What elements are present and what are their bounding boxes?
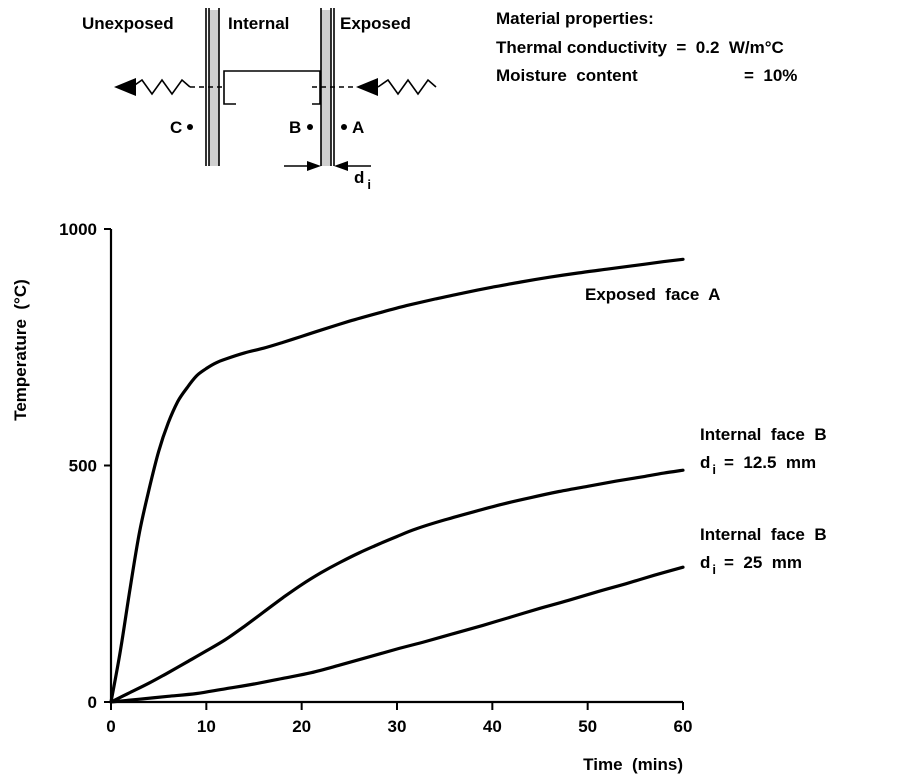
left-lining-fill (209, 10, 219, 166)
right-lining-fill (321, 10, 331, 166)
series-label-line: Exposed face A (585, 285, 720, 304)
series-label-subscript: i (712, 462, 716, 477)
x-tick-label: 40 (483, 717, 502, 736)
y-axis-label: Temperature (°C) (11, 279, 30, 421)
series-lines (109, 257, 685, 704)
series-label-line: Internal face B (700, 525, 827, 544)
series-label-value: = 12.5 mm (724, 453, 816, 472)
series-label-subscript: i (712, 562, 716, 577)
zone-label-internal: Internal (228, 14, 289, 33)
wall-section-diagram: Unexposed Internal Exposed C B A (82, 8, 437, 192)
x-tick-label: 50 (578, 717, 597, 736)
x-tick-label: 0 (106, 717, 115, 736)
y-tick-label: 500 (69, 457, 97, 476)
point-a-marker (341, 124, 347, 130)
point-label-a: A (352, 118, 364, 137)
internal-stud (223, 70, 321, 105)
heat-out-arrowhead-icon (114, 78, 136, 96)
series-line-internal-face-b-12-5mm (109, 468, 685, 704)
x-tick-label: 10 (197, 717, 216, 736)
series-label-line: Internal face B (700, 425, 827, 444)
heat-in-arrowhead-icon (356, 78, 378, 96)
heat-in-wave (377, 78, 437, 96)
material-conductivity: Thermal conductivity = 0.2 W/m°C (496, 38, 784, 57)
heat-out-wave (131, 78, 191, 96)
series-label-line: d i = 12.5 mm (700, 453, 816, 477)
dim-arrowhead-right-icon (334, 161, 348, 171)
material-properties: Material properties: Thermal conductivit… (496, 9, 797, 85)
axis-ticks: 0 10 20 30 40 50 60 0 500 1000 (59, 220, 692, 736)
series-label-d: d (700, 553, 710, 572)
y-tick-label: 1000 (59, 220, 97, 239)
series-label-value: = 25 mm (724, 553, 802, 572)
series-label-d: d (700, 453, 710, 472)
series-line-internal-face-b-25mm (109, 565, 685, 704)
x-tick-label: 20 (292, 717, 311, 736)
point-b-marker (307, 124, 313, 130)
point-label-c: C (170, 118, 182, 137)
material-heading: Material properties: (496, 9, 654, 28)
material-moisture-value: = 10% (744, 66, 797, 85)
series-line-exposed-face-a (109, 257, 685, 704)
material-moisture-label: Moisture content (496, 66, 638, 85)
temperature-chart: 0 10 20 30 40 50 60 0 500 1000 Exposed face A Inte… (11, 220, 827, 774)
point-c-marker (187, 124, 193, 130)
x-tick-label: 60 (674, 717, 693, 736)
zone-label-unexposed: Unexposed (82, 14, 174, 33)
point-label-b: B (289, 118, 301, 137)
dim-arrowhead-left-icon (307, 161, 321, 171)
x-tick-label: 30 (388, 717, 407, 736)
zone-label-exposed: Exposed (340, 14, 411, 33)
x-axis-label: Time (mins) (583, 755, 683, 774)
series-label-line: d i = 25 mm (700, 553, 802, 577)
y-tick-label: 0 (88, 693, 97, 712)
